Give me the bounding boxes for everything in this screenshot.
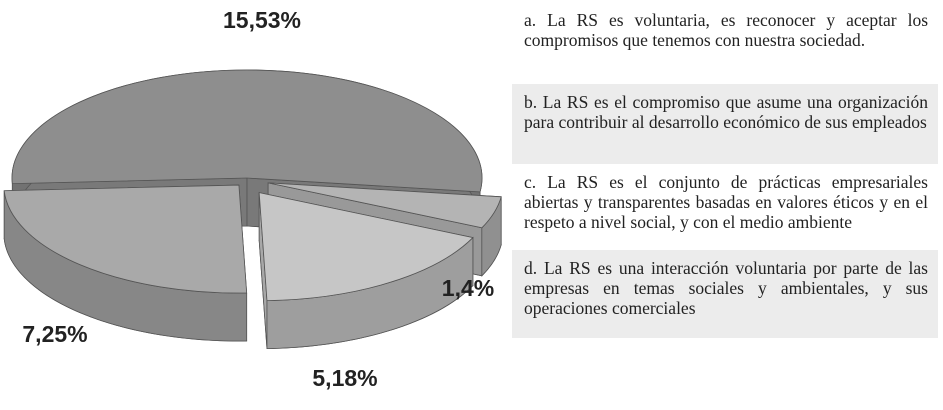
legend: a. La RS es voluntaria, es reconocer y a… (512, 2, 938, 338)
data-label: 7,25% (22, 321, 87, 347)
legend-item: c. La RS es el conjunto de prácticas emp… (524, 172, 928, 232)
data-label: 1,4% (442, 275, 494, 301)
data-label: 5,18% (312, 365, 377, 391)
legend-item: b. La RS es el compromiso que asume una … (512, 84, 938, 164)
slice (3, 184, 248, 294)
slice (258, 192, 474, 301)
legend-item: a. La RS es voluntaria, es reconocer y a… (524, 10, 928, 50)
pie-chart: 15,53% 1,4% 5,18% 7,25% (3, 7, 502, 391)
slice (268, 182, 502, 229)
legend-item: d. La RS es una interacción voluntaria p… (512, 250, 938, 338)
slice (11, 69, 483, 193)
data-label: 15,53% (223, 7, 301, 33)
